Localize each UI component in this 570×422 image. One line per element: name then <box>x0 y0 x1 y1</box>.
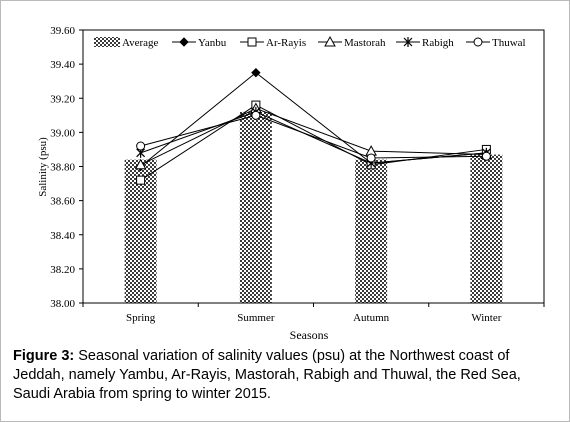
y-tick-label: 38.80 <box>50 162 75 174</box>
point-thuwal <box>366 153 376 163</box>
y-tick-label: 39.60 <box>50 25 75 37</box>
point-thuwal <box>136 141 146 151</box>
line-mastorah <box>140 107 487 166</box>
y-axis-title: Salinity (psu) <box>37 137 49 197</box>
legend-label-rabigh: Rabigh <box>422 37 454 49</box>
point-yanbu <box>251 67 261 78</box>
line-yanbu <box>140 72 487 167</box>
line-thuwal <box>140 114 487 159</box>
legend-marker-rabigh <box>403 37 413 47</box>
legend-marker-ar-rayis <box>247 37 257 47</box>
x-tick-label: Spring <box>126 312 156 324</box>
y-tick-label: 38.00 <box>50 298 75 310</box>
line-rabigh <box>140 111 487 164</box>
figure-caption: Figure 3: Seasonal variation of salinity… <box>13 347 558 404</box>
legend-marker-thuwal <box>473 37 483 47</box>
bar-average <box>239 111 272 304</box>
caption-text: Seasonal variation of salinity values (p… <box>13 348 521 402</box>
legend-marker-yanbu <box>179 37 189 47</box>
bar-average <box>355 159 388 303</box>
salinity-chart: 38.00 38.20 38.40 38.60 38.80 39.00 39.20 39.40… <box>37 25 545 342</box>
legend-swatch-average <box>94 37 120 47</box>
x-tick-label: Autumn <box>353 312 390 324</box>
x-tick-label: Winter <box>471 312 501 324</box>
y-tick-label: 39.00 <box>50 127 75 139</box>
point-thuwal <box>481 151 491 161</box>
y-tick-label: 39.40 <box>50 59 75 71</box>
legend-label-ar-rayis: Ar-Rayis <box>266 37 306 49</box>
bar-average <box>470 154 503 303</box>
x-axis-title: Seasons <box>290 328 329 342</box>
line-ar-rayis <box>140 104 487 181</box>
y-tick-label: 38.60 <box>50 196 75 208</box>
y-tick-label: 38.40 <box>50 230 75 242</box>
x-tick-label: Summer <box>237 312 275 324</box>
legend-label-thuwal: Thuwal <box>492 37 526 49</box>
legend-label-average: Average <box>122 37 159 49</box>
y-tick-label: 39.20 <box>50 93 75 105</box>
legend-label-yanbu: Yanbu <box>198 37 227 49</box>
point-ar-rayis <box>136 175 146 185</box>
point-thuwal <box>251 110 261 120</box>
point-mastorah <box>134 158 147 170</box>
caption-label: Figure 3: <box>13 348 75 364</box>
legend-label-mastorah: Mastorah <box>344 37 386 49</box>
legend-marker-mastorah <box>324 35 336 47</box>
y-tick-label: 38.20 <box>50 264 75 276</box>
